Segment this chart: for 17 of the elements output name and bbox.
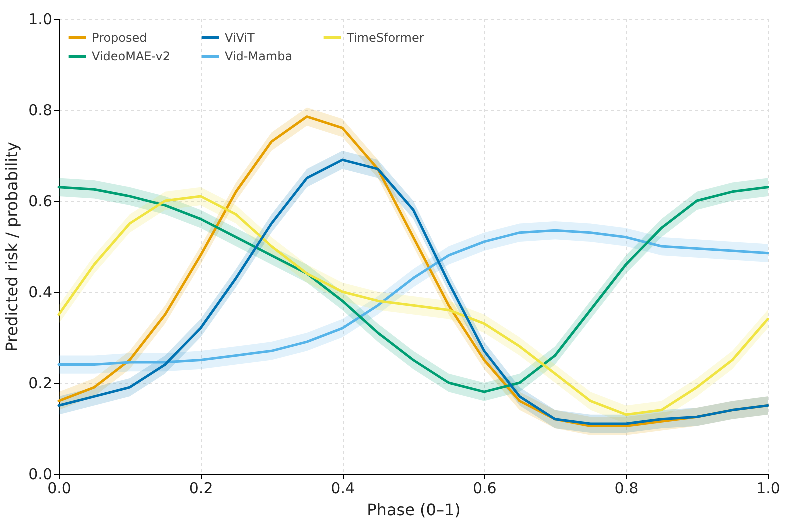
x-tick-label: 0.8 bbox=[614, 480, 639, 498]
legend-label: Proposed bbox=[92, 30, 148, 45]
legend-label: VideoMAE-v2 bbox=[92, 50, 171, 64]
y-tick-label: 1.0 bbox=[28, 10, 52, 28]
x-tick-label: 1.0 bbox=[756, 480, 780, 498]
y-tick-label: 0.6 bbox=[28, 192, 52, 210]
x-tick-label: 0.6 bbox=[472, 480, 497, 498]
legend-label: ViViT bbox=[225, 30, 256, 45]
y-axis-title: Predicted risk / probability bbox=[2, 142, 22, 352]
y-tick-label: 0.2 bbox=[28, 374, 52, 392]
legend-label: TimeSformer bbox=[346, 30, 424, 45]
y-tick-label: 0.4 bbox=[28, 284, 52, 302]
x-axis-title: Phase (0–1) bbox=[367, 500, 461, 520]
y-tick-label: 0.8 bbox=[28, 102, 52, 120]
x-tick-label: 0.2 bbox=[189, 480, 214, 498]
x-tick-label: 0.4 bbox=[331, 480, 356, 498]
legend-label: Vid-Mamba bbox=[225, 50, 293, 64]
